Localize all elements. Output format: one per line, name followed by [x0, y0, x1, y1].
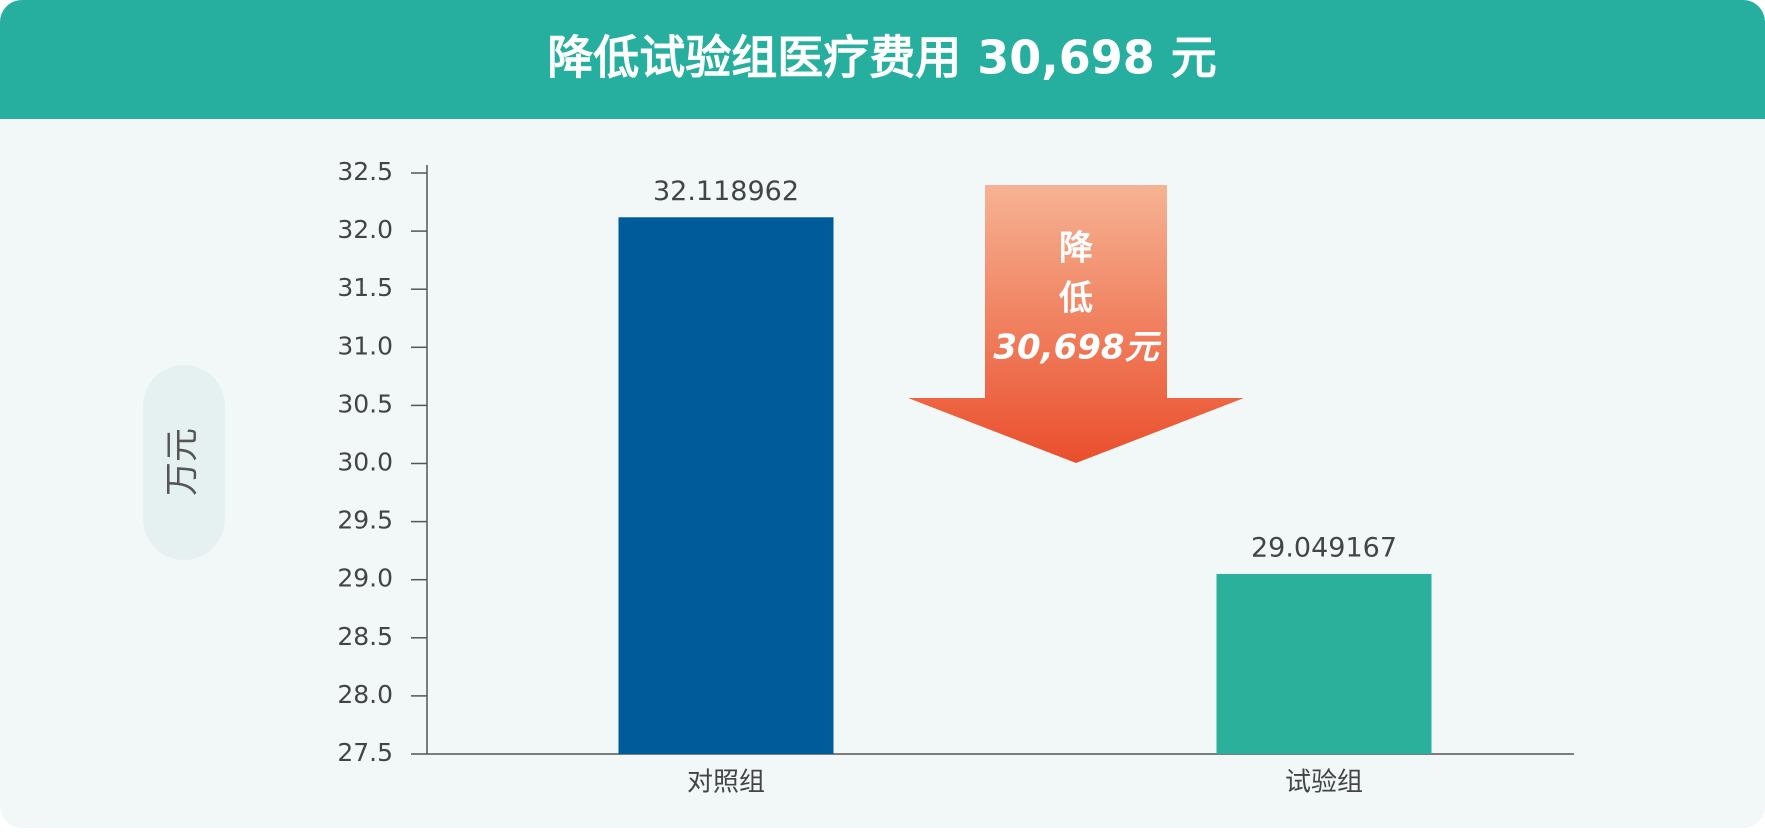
header [0, 0, 1765, 119]
y-tick-label: 32.5 [337, 157, 393, 186]
x-tick-label: 对照组 [687, 768, 765, 798]
arrow-text: 低 [1059, 279, 1093, 319]
arrow-shape [908, 185, 1244, 463]
y-tick-label: 32.0 [337, 215, 393, 244]
y-tick-label: 29.0 [337, 564, 393, 593]
y-tick-label: 28.5 [337, 622, 393, 651]
data-label: 32.118962 [653, 176, 799, 207]
arrow-text: 30,698元 [993, 328, 1161, 368]
bar [1216, 573, 1432, 754]
y-tick-label: 30.0 [337, 448, 393, 477]
y-tick-label: 30.5 [337, 389, 393, 418]
y-axis-label: 万元 [163, 428, 203, 496]
y-tick-label: 31.0 [337, 331, 393, 360]
arrow [908, 185, 1244, 463]
x-tick-label: 试验组 [1285, 768, 1363, 798]
y-tick-label: 31.5 [337, 273, 393, 302]
y-label-pill [143, 365, 225, 560]
bar [618, 217, 834, 754]
y-tick-label: 29.5 [337, 506, 393, 535]
y-tick-label: 28.0 [337, 680, 393, 709]
chart-title: 降低试验组医疗费用 30,698 元 [547, 31, 1217, 85]
y-tick-label: 27.5 [337, 738, 393, 767]
data-label: 29.049167 [1251, 532, 1397, 563]
arrow-text: 降 [1059, 229, 1094, 269]
